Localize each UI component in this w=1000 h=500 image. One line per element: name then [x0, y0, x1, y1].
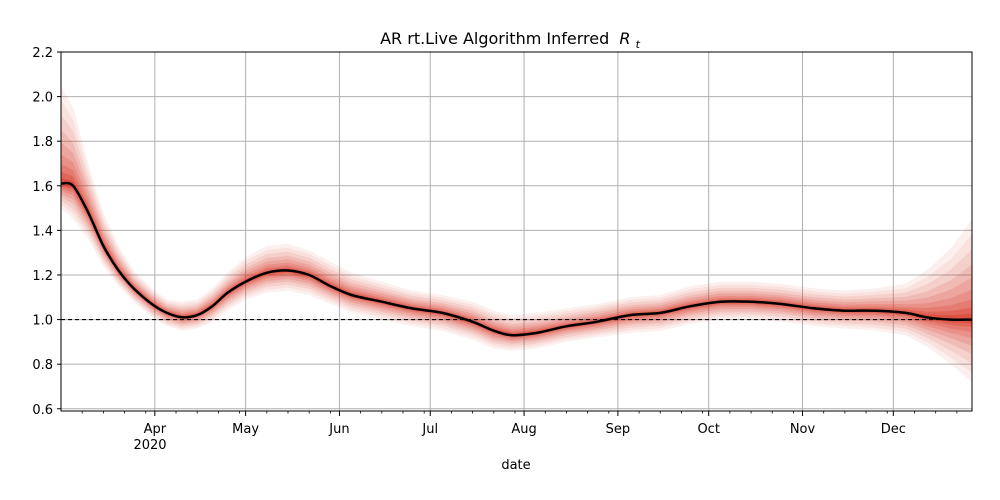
data-point-34	[844, 310, 846, 312]
chart-title-math-sub: t	[636, 38, 641, 51]
band-level-6	[61, 164, 972, 338]
data-point-3	[103, 245, 105, 247]
data-point-37	[926, 317, 928, 319]
y-tick-label-8: 2.2	[32, 46, 53, 61]
x-axis: Apr May Jun Jul Aug Sep Oct Nov Dec	[82, 411, 957, 437]
x-tick-label-4: Aug	[511, 422, 536, 437]
x-tick-label-6: Oct	[697, 422, 719, 437]
data-point-18	[381, 301, 383, 303]
data-point-19	[411, 308, 413, 310]
data-point-1	[72, 185, 74, 187]
x-tick-label-8: Dec	[881, 422, 906, 437]
data-point-11	[227, 292, 229, 294]
data-point-24	[535, 332, 537, 334]
x-tick-label-0: Apr	[144, 422, 167, 437]
data-point-20	[442, 312, 444, 314]
y-tick-label-7: 2.0	[32, 91, 53, 106]
x-tick-label-2: Jun	[328, 422, 349, 437]
data-point-31	[750, 301, 752, 303]
y-axis: 0.6 0.8 1.0 1.2 1.4 1.6 1.8 2.0 2.2	[32, 46, 61, 418]
y-tick-label-1: 0.8	[32, 358, 53, 373]
y-tick-label-0: 0.6	[32, 403, 53, 418]
data-point-14	[287, 270, 289, 272]
data-point-9	[196, 314, 198, 316]
data-point-12	[245, 281, 247, 283]
y-tick-label-6: 1.8	[32, 135, 53, 150]
data-point-29	[690, 305, 692, 307]
data-point-30	[720, 301, 722, 303]
data-point-15	[308, 274, 310, 276]
data-point-17	[351, 294, 353, 296]
chart-title-math: R	[619, 29, 630, 48]
data-point-16	[330, 285, 332, 287]
data-point-33	[814, 308, 816, 310]
data-point-38	[950, 319, 952, 321]
chart-title-main: AR rt.Live Algorithm Inferred	[380, 29, 609, 48]
data-point-27	[629, 314, 631, 316]
data-point-13	[266, 272, 268, 274]
data-point-22	[493, 330, 495, 332]
data-point-35	[874, 310, 876, 312]
data-point-32	[781, 303, 783, 305]
data-point-6	[151, 303, 153, 305]
x-tick-label-1: May	[232, 422, 259, 437]
data-point-23	[511, 334, 513, 336]
chart-title: AR rt.Live Algorithm Inferred R t	[380, 29, 640, 51]
chart-title-text: AR rt.Live Algorithm Inferred R t	[380, 29, 640, 51]
x-tick-label-3: Jul	[421, 422, 438, 437]
data-point-2	[87, 212, 89, 214]
data-point-36	[905, 312, 907, 314]
data-point-8	[181, 317, 183, 319]
data-point-28	[659, 312, 661, 314]
y-tick-label-3: 1.2	[32, 269, 53, 284]
data-point-25	[566, 325, 568, 327]
data-point-21	[472, 321, 474, 323]
x-tick-label-7: Nov	[790, 422, 816, 437]
data-point-5	[133, 288, 135, 290]
data-point-4	[118, 270, 120, 272]
plot-frame	[61, 52, 972, 411]
data-point-10	[212, 305, 214, 307]
y-tick-label-5: 1.6	[32, 180, 53, 195]
grid	[61, 52, 972, 411]
data-point-26	[596, 321, 598, 323]
year-label: 2020	[133, 438, 166, 453]
x-tick-label-5: Sep	[606, 422, 631, 437]
x-axis-label: date	[501, 458, 530, 473]
y-tick-label-2: 1.0	[32, 314, 53, 329]
y-tick-label-4: 1.4	[32, 224, 53, 239]
credible-interval-bands	[61, 85, 972, 382]
data-point-7	[166, 312, 168, 314]
